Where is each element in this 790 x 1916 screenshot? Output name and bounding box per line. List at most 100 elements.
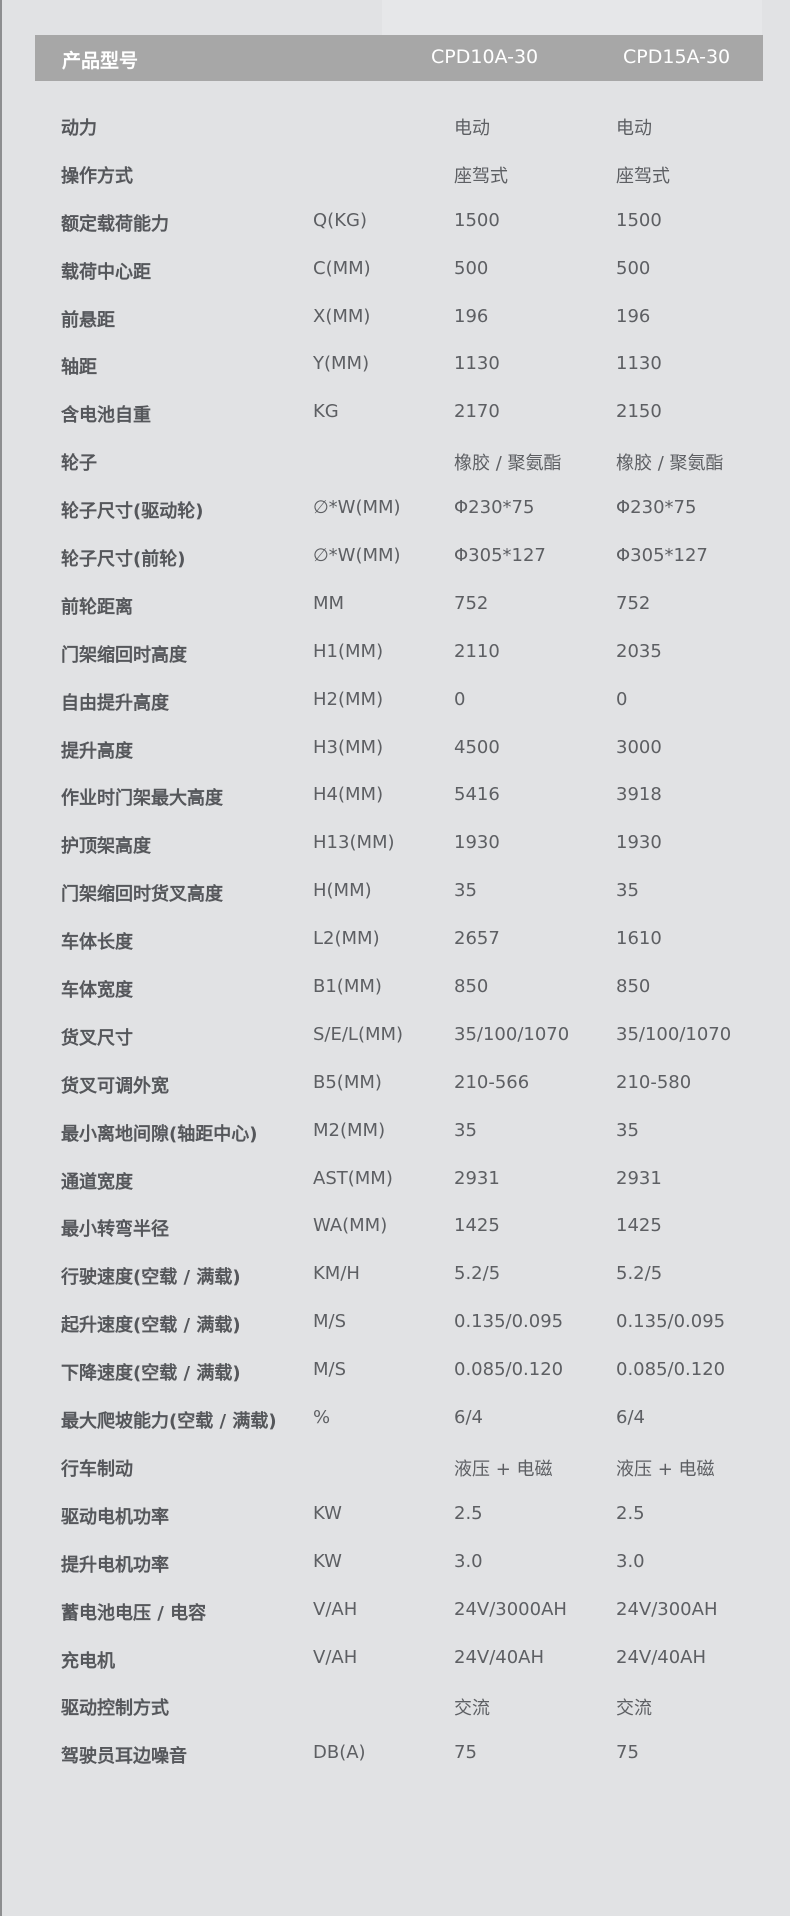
- spec-unit: %: [313, 1407, 331, 1429]
- spec-value-model-1: Φ305*127: [454, 545, 546, 567]
- spec-value-model-2: 35/100/1070: [616, 1023, 732, 1045]
- spec-value-model-1: 24V/3000AH: [454, 1598, 567, 1620]
- spec-unit: ∅*W(MM): [313, 497, 401, 519]
- spec-table-header: 产品型号 CPD10A-30 CPD15A-30: [35, 35, 763, 81]
- spec-name: 通道宽度: [61, 1171, 133, 1193]
- spec-value-model-1: 1930: [454, 832, 500, 854]
- spec-value-model-1: 1500: [454, 209, 500, 231]
- spec-value-model-1: 35: [454, 1119, 477, 1141]
- background-highlight: [382, 0, 762, 40]
- spec-value-model-1: 35/100/1070: [454, 1023, 570, 1045]
- spec-value-model-1: 1425: [454, 1215, 500, 1237]
- spec-value-model-1: 75: [454, 1742, 477, 1764]
- spec-name: 车体宽度: [61, 980, 133, 1002]
- spec-value-model-1: 交流: [454, 1698, 490, 1720]
- spec-name: 蓄电池电压 / 电容: [61, 1602, 207, 1624]
- spec-unit: M/S: [313, 1311, 347, 1333]
- spec-name: 载荷中心距: [61, 261, 151, 283]
- spec-value-model-1: 1130: [454, 353, 500, 375]
- table-row: 作业时门架最大高度 H4(MM) 5416 3918: [2, 780, 790, 828]
- spec-value-model-2: 3000: [616, 736, 662, 758]
- spec-value-model-2: 35: [616, 1119, 639, 1141]
- spec-name: 行驶速度(空载 / 满载): [61, 1267, 241, 1289]
- spec-unit: B5(MM): [313, 1071, 382, 1093]
- spec-name: 额定载荷能力: [61, 213, 169, 235]
- table-row: 额定载荷能力 Q(KG) 1500 1500: [2, 206, 790, 254]
- spec-unit: KM/H: [313, 1263, 360, 1285]
- spec-value-model-1: 5.2/5: [454, 1263, 501, 1285]
- spec-value-model-2: 1500: [616, 209, 662, 231]
- table-row: 起升速度(空载 / 满载) M/S 0.135/0.095 0.135/0.095: [2, 1307, 790, 1355]
- table-row: 最小离地间隙(轴距中心) M2(MM) 35 35: [2, 1116, 790, 1164]
- spec-name: 轮子: [61, 453, 97, 475]
- spec-name: 轮子尺寸(前轮): [61, 549, 186, 571]
- spec-value-model-2: 196: [616, 305, 651, 327]
- spec-unit: H2(MM): [313, 688, 384, 710]
- table-row: 轴距 Y(MM) 1130 1130: [2, 349, 790, 397]
- spec-name: 轴距: [61, 357, 97, 379]
- table-row: 蓄电池电压 / 电容 V/AH 24V/3000AH 24V/300AH: [2, 1595, 790, 1643]
- spec-value-model-2: 2035: [616, 640, 662, 662]
- spec-name: 货叉尺寸: [61, 1027, 133, 1049]
- table-row: 轮子尺寸(驱动轮) ∅*W(MM) Φ230*75 Φ230*75: [2, 493, 790, 541]
- spec-unit: Q(KG): [313, 209, 367, 231]
- spec-table-body: 动力 电动 电动 操作方式 座驾式 座驾式 额定载荷能力 Q(KG) 1500 1500 载荷中心距…: [2, 110, 790, 1786]
- table-row: 驾驶员耳边噪音 DB(A) 75 75: [2, 1738, 790, 1786]
- spec-unit: M2(MM): [313, 1119, 386, 1141]
- spec-name: 提升电机功率: [61, 1554, 169, 1576]
- spec-unit: V/AH: [313, 1598, 358, 1620]
- table-row: 含电池自重 KG 2170 2150: [2, 397, 790, 445]
- table-row: 操作方式 座驾式 座驾式: [2, 158, 790, 206]
- spec-name: 含电池自重: [61, 405, 151, 427]
- spec-value-model-1: 850: [454, 976, 489, 998]
- spec-unit: WA(MM): [313, 1215, 388, 1237]
- spec-value-model-2: 0.085/0.120: [616, 1359, 726, 1381]
- spec-name: 前悬距: [61, 309, 115, 331]
- spec-name: 货叉可调外宽: [61, 1075, 169, 1097]
- table-row: 驱动控制方式 交流 交流: [2, 1690, 790, 1738]
- spec-value-model-2: 35: [616, 880, 639, 902]
- spec-value-model-1: 电动: [454, 118, 490, 139]
- spec-value-model-1: 0.085/0.120: [454, 1359, 564, 1381]
- spec-value-model-1: 2110: [454, 640, 500, 662]
- table-row: 车体宽度 B1(MM) 850 850: [2, 972, 790, 1020]
- table-row: 动力 电动 电动: [2, 110, 790, 158]
- spec-name: 护顶架高度: [61, 836, 151, 858]
- spec-value-model-1: 3.0: [454, 1550, 483, 1572]
- spec-value-model-1: 6/4: [454, 1407, 483, 1429]
- spec-name: 操作方式: [61, 165, 133, 187]
- spec-unit: X(MM): [313, 305, 371, 327]
- spec-value-model-2: 电动: [616, 118, 652, 139]
- spec-unit: ∅*W(MM): [313, 545, 401, 567]
- spec-unit: KW: [313, 1550, 342, 1572]
- spec-name: 门架缩回时高度: [61, 644, 187, 666]
- spec-value-model-2: 24V/300AH: [616, 1598, 718, 1620]
- table-row: 驱动电机功率 KW 2.5 2.5: [2, 1499, 790, 1547]
- spec-name: 门架缩回时货叉高度: [61, 884, 223, 906]
- spec-unit: KG: [313, 401, 339, 423]
- spec-unit: L2(MM): [313, 928, 380, 950]
- header-model-1: CPD10A-30: [431, 46, 539, 68]
- spec-name: 车体长度: [61, 932, 133, 954]
- spec-unit: Y(MM): [313, 353, 370, 375]
- spec-name: 最小转弯半径: [61, 1219, 169, 1241]
- spec-name: 驱动控制方式: [61, 1698, 169, 1720]
- spec-value-model-2: 850: [616, 976, 651, 998]
- spec-name: 驾驶员耳边噪音: [61, 1746, 187, 1768]
- table-row: 前轮距离 MM 752 752: [2, 589, 790, 637]
- header-label: 产品型号: [62, 50, 139, 72]
- spec-value-model-2: 3.0: [616, 1550, 645, 1572]
- spec-unit: H(MM): [313, 880, 372, 902]
- spec-name: 提升高度: [61, 740, 133, 762]
- spec-unit: B1(MM): [313, 976, 382, 998]
- spec-value-model-1: 橡胶 / 聚氨酯: [454, 453, 562, 475]
- spec-unit: MM: [313, 592, 345, 614]
- spec-value-model-2: 1425: [616, 1215, 662, 1237]
- spec-unit: DB(A): [313, 1742, 366, 1764]
- spec-unit: M/S: [313, 1359, 347, 1381]
- spec-value-model-2: 2150: [616, 401, 662, 423]
- spec-value-model-1: 4500: [454, 736, 500, 758]
- spec-value-model-2: 交流: [616, 1698, 652, 1720]
- spec-unit: V/AH: [313, 1646, 358, 1668]
- table-row: 门架缩回时货叉高度 H(MM) 35 35: [2, 876, 790, 924]
